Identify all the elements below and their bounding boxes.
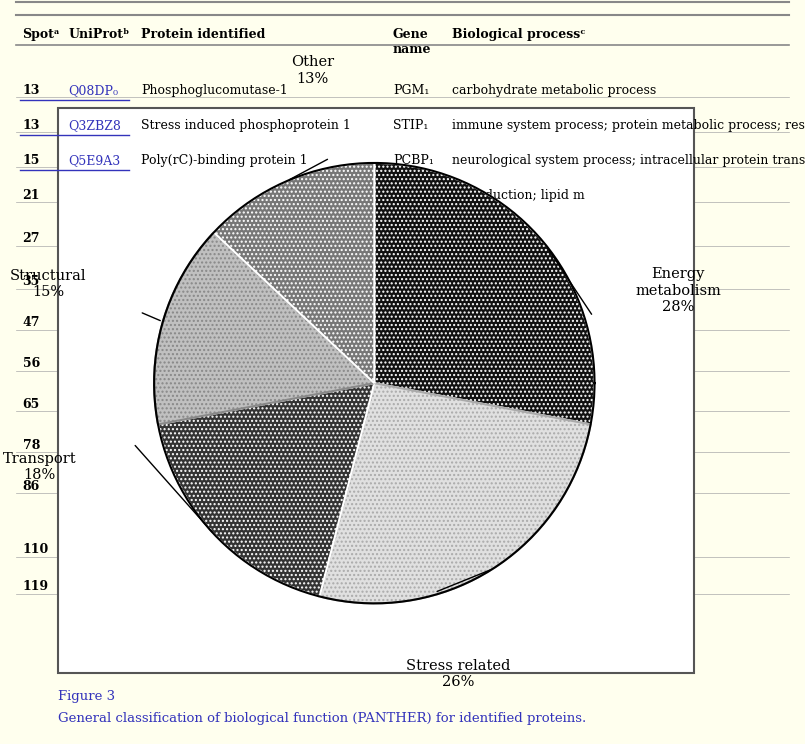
Text: Protein identified: Protein identified (141, 28, 266, 41)
Text: STIP₁: STIP₁ (393, 119, 428, 132)
Text: 56: 56 (23, 357, 39, 370)
Text: ponent morphoge: ponent morphoge (452, 398, 565, 411)
Wedge shape (320, 383, 591, 603)
Text: olic process; respo: olic process; respo (452, 439, 572, 452)
Text: UniProtᵇ: UniProtᵇ (68, 28, 130, 41)
Text: 13: 13 (23, 119, 40, 132)
Wedge shape (154, 232, 374, 424)
Text: 35: 35 (23, 275, 39, 288)
Text: PGM₁: PGM₁ (393, 84, 429, 97)
Text: General classification of biological function (PANTHER) for identified proteins.: General classification of biological fun… (58, 712, 586, 725)
Text: olic process; meso: olic process; meso (452, 480, 569, 493)
Text: Q08DP₀: Q08DP₀ (68, 84, 118, 97)
Text: olic process; respo: olic process; respo (452, 357, 572, 370)
Text: Poly(rC)-binding protein 1: Poly(rC)-binding protein 1 (141, 154, 308, 167)
Text: Energy
metabolism
28%: Energy metabolism 28% (635, 267, 721, 314)
Text: 86: 86 (23, 480, 39, 493)
FancyBboxPatch shape (58, 108, 694, 673)
Text: Q5E9A3: Q5E9A3 (68, 154, 121, 167)
Wedge shape (374, 163, 595, 424)
Text: 119: 119 (23, 580, 48, 593)
Text: Stress related
26%: Stress related 26% (406, 658, 510, 689)
Text: Figure 3: Figure 3 (58, 690, 115, 702)
Text: PCBP₁: PCBP₁ (393, 154, 434, 167)
Text: immune system process; protein metabolic process; respo: immune system process; protein metabolic… (452, 119, 805, 132)
Text: Q3ZBZ8: Q3ZBZ8 (68, 119, 122, 132)
Text: Transport
18%: Transport 18% (2, 452, 76, 482)
Text: carbohydrate metabolic process: carbohydrate metabolic process (452, 84, 657, 97)
Text: Biological processᶜ: Biological processᶜ (452, 28, 586, 41)
Text: 13: 13 (23, 84, 40, 97)
Text: 110: 110 (23, 543, 49, 556)
Text: Structural
15%: Structural 15% (10, 269, 87, 299)
Text: Spotᵃ: Spotᵃ (23, 28, 60, 41)
Text: 78: 78 (23, 439, 40, 452)
Text: neurological system process; intracellular protein transpo: neurological system process; intracellul… (452, 154, 805, 167)
Wedge shape (158, 383, 374, 597)
Text: 21: 21 (23, 189, 40, 202)
Text: Gene
name: Gene name (393, 28, 431, 57)
Wedge shape (214, 163, 374, 383)
Text: Stress induced phosphoprotein 1: Stress induced phosphoprotein 1 (141, 119, 351, 132)
Text: Other
13%: Other 13% (291, 55, 334, 86)
Text: 47: 47 (23, 316, 40, 329)
Text: 65: 65 (23, 398, 39, 411)
Text: 27: 27 (23, 232, 40, 245)
Text: transduction; lipid m: transduction; lipid m (452, 189, 585, 202)
Text: 15: 15 (23, 154, 40, 167)
Text: te striated muscle: te striated muscle (452, 275, 567, 288)
Text: Phosphoglucomutase-1: Phosphoglucomutase-1 (141, 84, 287, 97)
